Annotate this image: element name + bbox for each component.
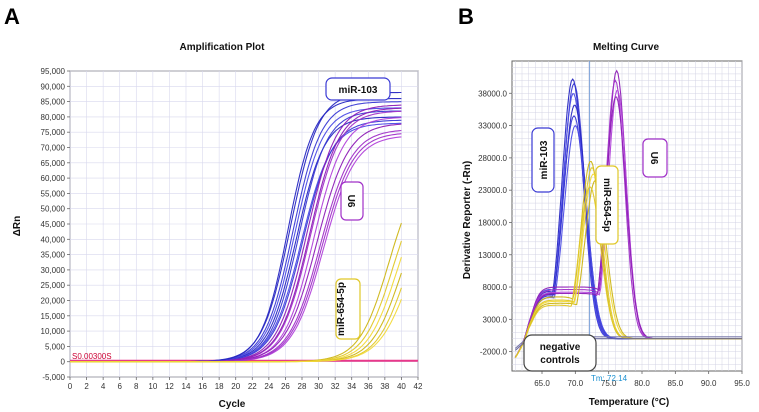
series-line-mir-654-5p: [70, 298, 402, 363]
y-tick-label: 5,000: [45, 342, 66, 351]
x-tick-label: 4: [101, 382, 106, 391]
y-tick-label: 35,000: [41, 251, 66, 260]
y-tick-label: 38000.0: [478, 89, 507, 98]
x-tick-label: 2: [84, 382, 89, 391]
y-tick-label: 8000.0: [483, 283, 508, 292]
callout-mir654-a: miR-654-5p: [335, 278, 361, 340]
y-tick-label: -5,000: [42, 373, 65, 382]
x-tick-label: 75.0: [601, 379, 617, 388]
callout-mir103-a: miR-103: [325, 77, 391, 101]
x-tick-label: 42: [414, 382, 423, 391]
x-tick-label: 8: [134, 382, 139, 391]
x-axis-label-b: Temperature (°C): [589, 397, 670, 408]
melting-curve: Melting Curve 65.0 70.0 75.0 80.0 85.0 90.0 95…: [462, 42, 750, 408]
callout-u6-b: U6: [642, 138, 668, 178]
x-tick-label: 16: [198, 382, 207, 391]
y-tick-label: 75,000: [41, 128, 66, 137]
x-tick-label: 70.0: [568, 379, 584, 388]
y-tick-label: 60,000: [41, 174, 66, 183]
x-tick-label: 95.0: [734, 379, 750, 388]
x-axis-label-a: Cycle: [219, 399, 246, 410]
callout-mir103-b: miR-103: [531, 127, 555, 193]
x-tick-label: 40: [397, 382, 406, 391]
axes-b: 65.0 70.0 75.0 80.0 85.0 90.0 95.0 -2000.0 3000.…: [478, 89, 750, 388]
x-tick-label: 30: [314, 382, 323, 391]
y-tick-label: 10,000: [41, 327, 66, 336]
y-tick-label: 65,000: [41, 159, 66, 168]
x-tick-label: 6: [117, 382, 122, 391]
x-tick-label: 90.0: [701, 379, 717, 388]
x-tick-label: 14: [182, 382, 191, 391]
y-tick-label: 3000.0: [483, 315, 508, 324]
x-tick-label: 20: [231, 382, 240, 391]
y-axis-label-a: ΔRn: [12, 216, 23, 237]
x-tick-label: 36: [364, 382, 373, 391]
callout-text-mir654-a: miR-654-5p: [336, 282, 347, 336]
callout-text-u6-a: U6: [345, 195, 356, 208]
y-tick-label: 30,000: [41, 266, 66, 275]
chart-title-a: Amplification Plot: [180, 42, 266, 53]
callout-u6-a: U6: [340, 181, 364, 221]
x-tick-label: 18: [215, 382, 224, 391]
grid-a: [69, 70, 419, 378]
y-tick-label: 80,000: [41, 113, 66, 122]
callout-text-u6-b: U6: [648, 152, 659, 165]
y-tick-label: 33000.0: [478, 122, 507, 131]
x-tick-label: 10: [148, 382, 157, 391]
panel-label-a: A: [4, 4, 20, 29]
x-tick-label: 24: [264, 382, 273, 391]
x-tick-label: 32: [331, 382, 340, 391]
y-tick-label: 40,000: [41, 235, 66, 244]
callout-mir654-b: miR-654-5p: [595, 165, 619, 245]
y-tick-label: 13000.0: [478, 251, 507, 260]
callout-negative-controls-b: negative controls: [523, 334, 597, 372]
x-tick-label: 65.0: [534, 379, 550, 388]
y-tick-label: 18000.0: [478, 218, 507, 227]
x-tick-label: 12: [165, 382, 174, 391]
tm-label: Tm: 72.14: [591, 374, 628, 383]
x-tick-label: 80.0: [634, 379, 650, 388]
x-tick-label: 38: [380, 382, 389, 391]
threshold-label: S0.00300S: [72, 352, 112, 361]
axes-a: 0 2 4 6 8 10 12 14 16 18 20 22 24 26 28 30 32 34 36 38 40 42-…: [41, 67, 423, 391]
x-tick-label: 0: [68, 382, 73, 391]
x-tick-label: 85.0: [668, 379, 684, 388]
callout-text-mir103-b: miR-103: [539, 140, 550, 179]
y-tick-label: 50,000: [41, 205, 66, 214]
y-tick-label: -2000.0: [480, 348, 508, 357]
callout-text-mir654-b: miR-654-5p: [601, 178, 612, 232]
y-tick-label: 0: [61, 358, 66, 367]
x-tick-label: 34: [347, 382, 356, 391]
y-axis-label-b: Derivative Reporter (-Rn): [462, 161, 473, 279]
y-tick-label: 45,000: [41, 220, 66, 229]
y-tick-label: 28000.0: [478, 154, 507, 163]
x-tick-label: 22: [248, 382, 257, 391]
callout-text-neg-line1: negative: [540, 342, 581, 353]
y-tick-label: 85,000: [41, 98, 66, 107]
y-tick-label: 15,000: [41, 312, 66, 321]
panel-label-b: B: [458, 4, 474, 29]
y-tick-label: 23000.0: [478, 186, 507, 195]
callout-text-neg-line2: controls: [540, 355, 580, 366]
y-tick-label: 25,000: [41, 281, 66, 290]
x-tick-label: 26: [281, 382, 290, 391]
series-b: [514, 61, 742, 371]
y-tick-label: 70,000: [41, 144, 66, 153]
amplification-plot: Amplification Plot S0.00300S 0 2 4 6 8 10 12 14…: [12, 42, 423, 410]
y-tick-label: 55,000: [41, 189, 66, 198]
y-tick-label: 20,000: [41, 297, 66, 306]
y-tick-label: 90,000: [41, 82, 66, 91]
callout-text-mir103-a: miR-103: [339, 85, 378, 96]
y-tick-label: 95,000: [41, 67, 66, 76]
x-tick-label: 28: [298, 382, 307, 391]
chart-title-b: Melting Curve: [593, 42, 660, 53]
